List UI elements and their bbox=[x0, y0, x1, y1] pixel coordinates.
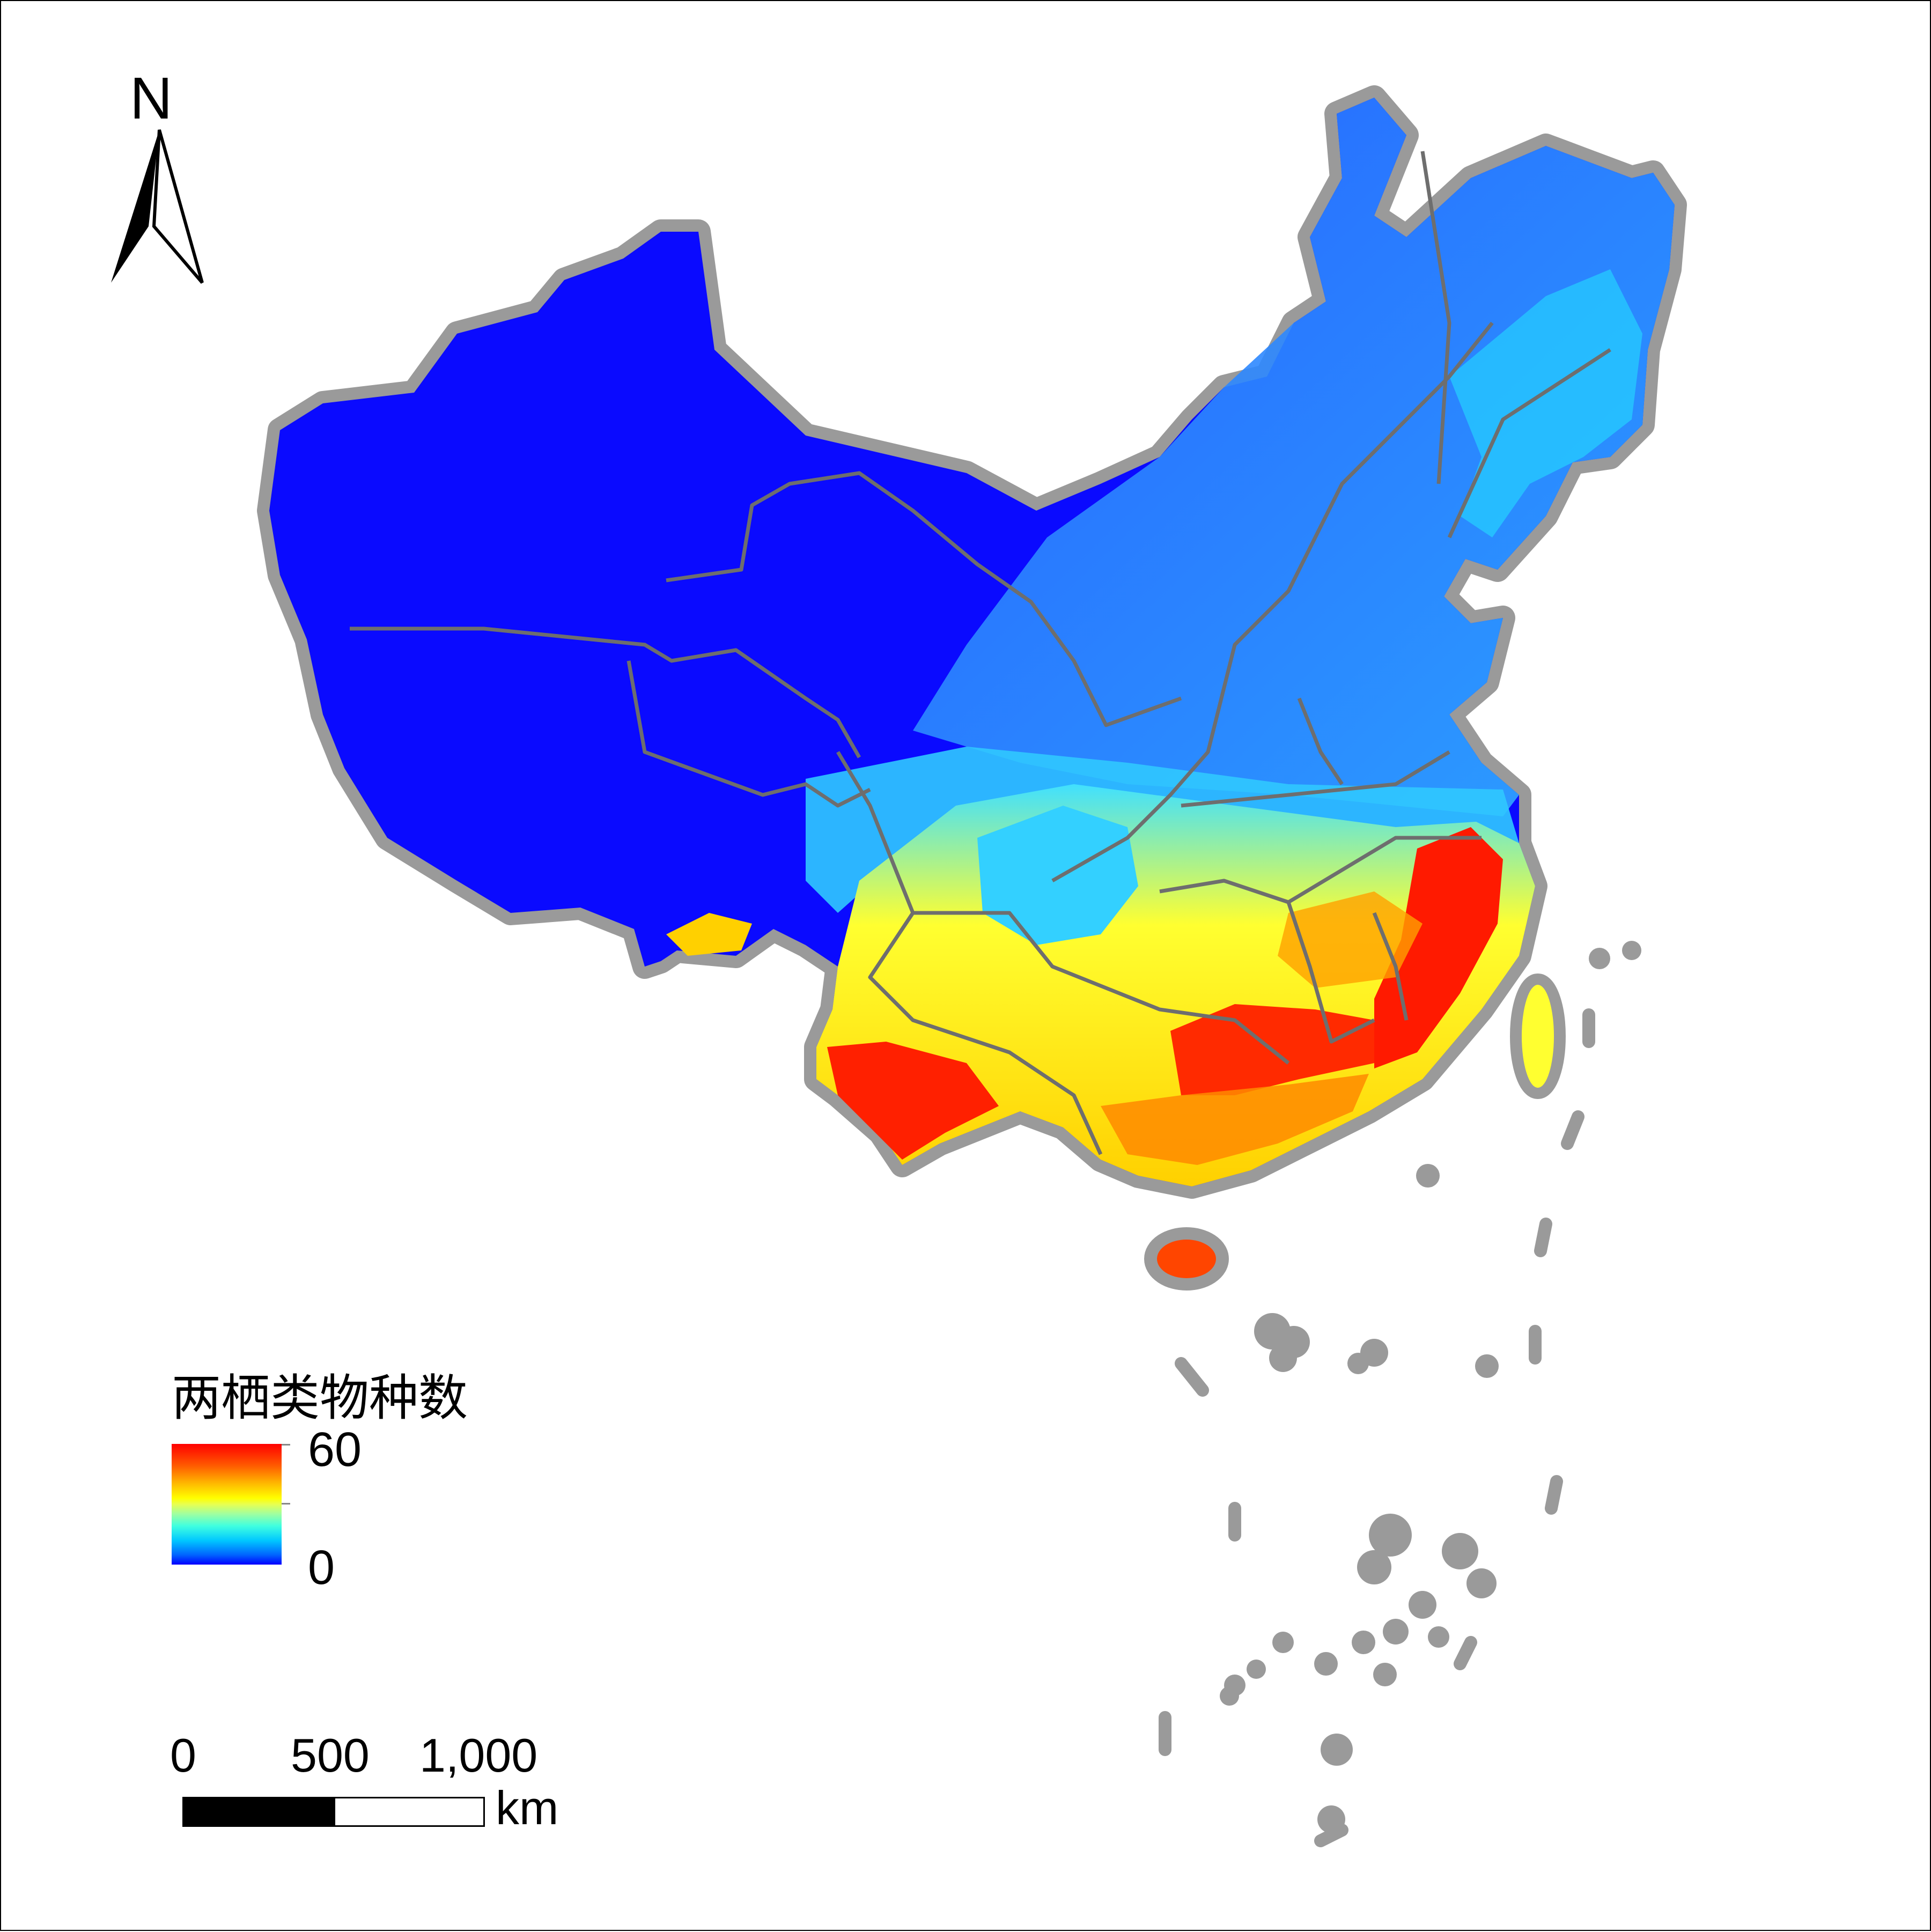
legend-color-ramp bbox=[172, 1444, 282, 1565]
taiwan-halo bbox=[1510, 974, 1566, 1099]
legend-tick-top bbox=[282, 1444, 290, 1446]
south-sea-islands bbox=[1220, 941, 1641, 1833]
scale-label-0: 0 bbox=[170, 1729, 196, 1782]
hainan-halo bbox=[1144, 1227, 1229, 1291]
sichuan-basin-patch bbox=[977, 806, 1138, 945]
tibet-south-patch bbox=[666, 913, 752, 956]
north-label: N bbox=[130, 65, 173, 131]
scale-bar-segment-black bbox=[182, 1797, 337, 1827]
north-arrow-icon bbox=[111, 129, 204, 284]
hainan-island bbox=[1157, 1240, 1216, 1278]
orange-band-central bbox=[1278, 891, 1423, 988]
legend-min-label: 0 bbox=[308, 1541, 335, 1595]
taiwan-island bbox=[1522, 985, 1554, 1088]
legend-title: 两栖类物种数 bbox=[172, 1369, 468, 1427]
legend-max-label: 60 bbox=[308, 1423, 362, 1477]
orange-band-south bbox=[1101, 1074, 1369, 1165]
hotspot-south-yunnan bbox=[827, 1042, 999, 1160]
legend-tick-mid bbox=[282, 1503, 290, 1505]
scale-bar-segment-white bbox=[334, 1797, 485, 1827]
scale-label-500: 500 bbox=[291, 1729, 370, 1782]
nine-dash-line bbox=[1159, 1008, 1595, 1847]
northeast-cyan-zone bbox=[1449, 269, 1642, 537]
province-boundaries bbox=[350, 151, 1611, 1155]
scale-label-1000: 1,000 bbox=[419, 1729, 538, 1782]
scale-unit: km bbox=[496, 1781, 559, 1834]
east-blue-zone bbox=[913, 98, 1675, 816]
hotspot-southeast bbox=[1374, 827, 1503, 1068]
